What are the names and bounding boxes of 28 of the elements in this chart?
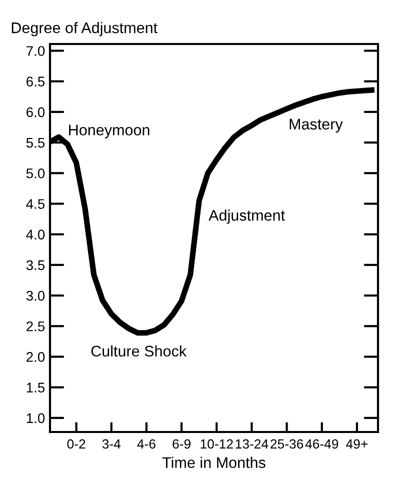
x-tick-label: 0-2 [67,439,86,449]
annotation: Mastery [290,118,343,133]
y-tick-label: 2.5 [26,321,45,332]
x-tick-label: 6-9 [172,439,190,449]
y-tick-label: 1.5 [26,382,45,392]
y-tick-label: 3.0 [26,290,45,301]
x-tick-label: 13-24 [236,439,268,449]
x-tick-label: 3-4 [102,439,121,449]
x-tick-label: 49+ [346,439,368,449]
x-tick-label: 25-36 [270,439,304,449]
y-tick-label: 7.0 [26,46,45,56]
annotation: Adjustment [208,210,285,224]
y-tick-label: 6.5 [26,76,45,86]
y-tick-label: 5.0 [26,168,45,178]
x-tick-label: 10-12 [200,439,233,449]
y-axis-title: Degree of Adjustment [12,22,158,36]
x-axis-title: Time in Months [162,456,266,468]
x-tick-label: 4-6 [137,439,156,449]
x-tick-label: 46-49 [305,439,338,449]
y-tick-label: 1.0 [26,413,45,424]
annotation: Culture Shock [91,345,187,357]
y-tick-label: 3.5 [26,260,45,270]
y-tick-label: 5.5 [26,138,45,148]
y-tick-label: 4.5 [26,199,45,209]
y-tick-label: 4.0 [26,230,45,240]
y-tick-label: 2.0 [26,352,45,362]
y-tick-label: 6.0 [26,107,45,118]
annotation: Honeymoon [69,124,150,138]
